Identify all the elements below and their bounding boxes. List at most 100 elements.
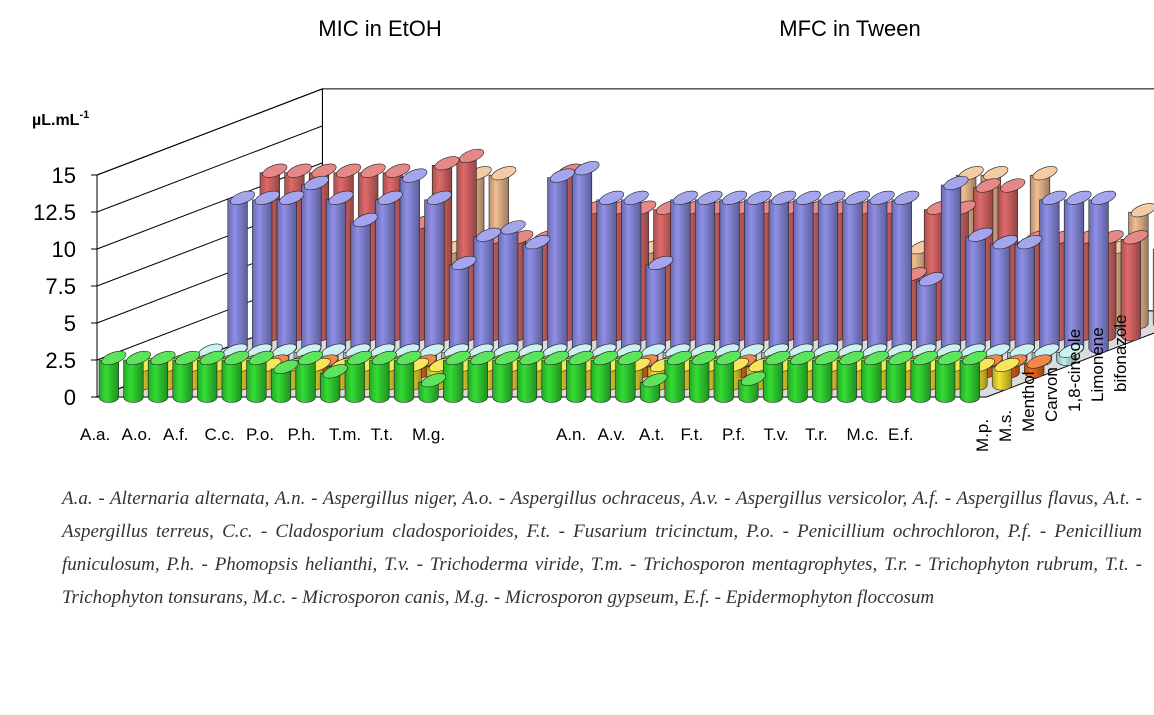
bar-body bbox=[276, 199, 297, 354]
x-tick-label: T.t. bbox=[371, 425, 394, 444]
bar-body bbox=[566, 359, 587, 403]
series-label: Menthol bbox=[1019, 372, 1038, 432]
bar-top bbox=[262, 163, 288, 178]
bar-body bbox=[246, 359, 267, 403]
bar-top bbox=[839, 350, 865, 366]
bar-M.p.-7 bbox=[270, 359, 299, 403]
bar-M.p.-10 bbox=[344, 350, 373, 403]
chart-bars bbox=[98, 148, 1154, 403]
series-label: Limonene bbox=[1088, 327, 1107, 402]
x-tick-label: A.n. bbox=[556, 425, 586, 444]
x-tick-label: P.f. bbox=[722, 425, 745, 444]
bar-top bbox=[697, 190, 723, 205]
bar-top bbox=[175, 350, 201, 366]
bar-M.p.-15 bbox=[467, 350, 496, 403]
bar-top bbox=[525, 235, 551, 250]
bar-M.p.-31 bbox=[861, 350, 889, 403]
bar-M.s.-35 bbox=[991, 357, 1020, 391]
bar-body bbox=[1014, 243, 1035, 354]
species-legend-caption: A.a. - Alternaria alternata, A.n. - Aspe… bbox=[62, 488, 1142, 608]
bar-M.p.-17 bbox=[516, 350, 545, 403]
bar-M.p.-11 bbox=[369, 350, 397, 403]
x-tick-label: M.g. bbox=[412, 425, 445, 444]
bar-top bbox=[445, 350, 471, 366]
bar-M.p.-0 bbox=[98, 350, 127, 403]
bar-body bbox=[197, 359, 218, 403]
bar-top bbox=[519, 350, 545, 366]
bar-1,8-cineole-9 bbox=[448, 255, 477, 354]
bar-M.p.-25 bbox=[713, 350, 742, 403]
y-tick-label: 12.5 bbox=[33, 200, 76, 225]
bar-top bbox=[360, 163, 386, 178]
bar-top bbox=[1130, 203, 1154, 218]
bar-top bbox=[863, 350, 889, 366]
bar-top bbox=[494, 350, 520, 366]
bar-body bbox=[713, 359, 734, 403]
bar-body bbox=[547, 177, 568, 354]
bar-top bbox=[820, 190, 846, 205]
x-tick-label: P.h. bbox=[288, 425, 316, 444]
bar-top bbox=[459, 148, 485, 163]
bar-body bbox=[910, 359, 931, 403]
bar-top bbox=[869, 190, 895, 205]
bar-body bbox=[719, 199, 740, 354]
bar-top bbox=[845, 190, 871, 205]
x-tick-label: T.m. bbox=[329, 425, 361, 444]
bar-body bbox=[492, 359, 513, 403]
bar-top bbox=[402, 168, 428, 183]
bar-top bbox=[377, 190, 403, 205]
bar-top bbox=[968, 227, 994, 242]
bar-body bbox=[812, 359, 833, 403]
x-tick-label: T.r. bbox=[805, 425, 828, 444]
bar-body bbox=[424, 199, 445, 354]
bar-top bbox=[426, 190, 452, 205]
bar-M.p.-18 bbox=[541, 350, 570, 403]
bar-body bbox=[295, 359, 316, 403]
bar-body bbox=[965, 236, 986, 354]
bar-body bbox=[1039, 199, 1060, 354]
bar-body bbox=[375, 199, 396, 354]
bar-body bbox=[664, 359, 685, 403]
bar-top bbox=[224, 350, 250, 366]
bar-M.p.-27 bbox=[762, 350, 791, 403]
x-tick-label: A.t. bbox=[639, 425, 665, 444]
bar-body bbox=[448, 264, 470, 354]
bar-body bbox=[645, 264, 666, 354]
bar-body bbox=[443, 359, 464, 403]
bar-top bbox=[992, 235, 1018, 250]
bar-body bbox=[418, 381, 439, 403]
bar-body bbox=[738, 380, 759, 403]
bar-body bbox=[615, 359, 636, 403]
bar-top bbox=[894, 190, 920, 205]
y-axis-label-unit: µL.mL bbox=[32, 112, 80, 129]
bar-M.p.-3 bbox=[172, 350, 201, 403]
bar-top bbox=[322, 364, 348, 379]
bar-body bbox=[1088, 199, 1109, 354]
bar-body bbox=[1120, 239, 1141, 342]
bar-1,8-cineole-21 bbox=[744, 190, 772, 354]
bar-top bbox=[623, 190, 649, 205]
bar-top bbox=[549, 168, 575, 183]
bar-M.p.-19 bbox=[566, 350, 594, 403]
bar-top bbox=[913, 350, 939, 366]
bar-top bbox=[254, 190, 280, 205]
bar-top bbox=[248, 350, 274, 366]
bar-body bbox=[399, 177, 420, 354]
bar-M.p.-28 bbox=[787, 350, 816, 403]
bar-top bbox=[273, 359, 299, 374]
bar-top bbox=[371, 350, 397, 366]
bar-body bbox=[252, 199, 273, 354]
bar-top bbox=[568, 350, 594, 366]
bar-body bbox=[867, 199, 888, 354]
bar-top bbox=[740, 371, 766, 386]
bar-body bbox=[670, 199, 691, 354]
bar-top bbox=[1032, 166, 1058, 181]
x-tick-label: F.t. bbox=[681, 425, 704, 444]
bar-body bbox=[498, 229, 519, 354]
bar-top bbox=[943, 175, 969, 191]
bar-M.p.-9 bbox=[320, 364, 348, 403]
x-tick-label: E.f. bbox=[888, 425, 914, 444]
bar-M.p.-13 bbox=[418, 373, 447, 403]
bar-top bbox=[918, 272, 944, 287]
bar-top bbox=[470, 350, 496, 366]
